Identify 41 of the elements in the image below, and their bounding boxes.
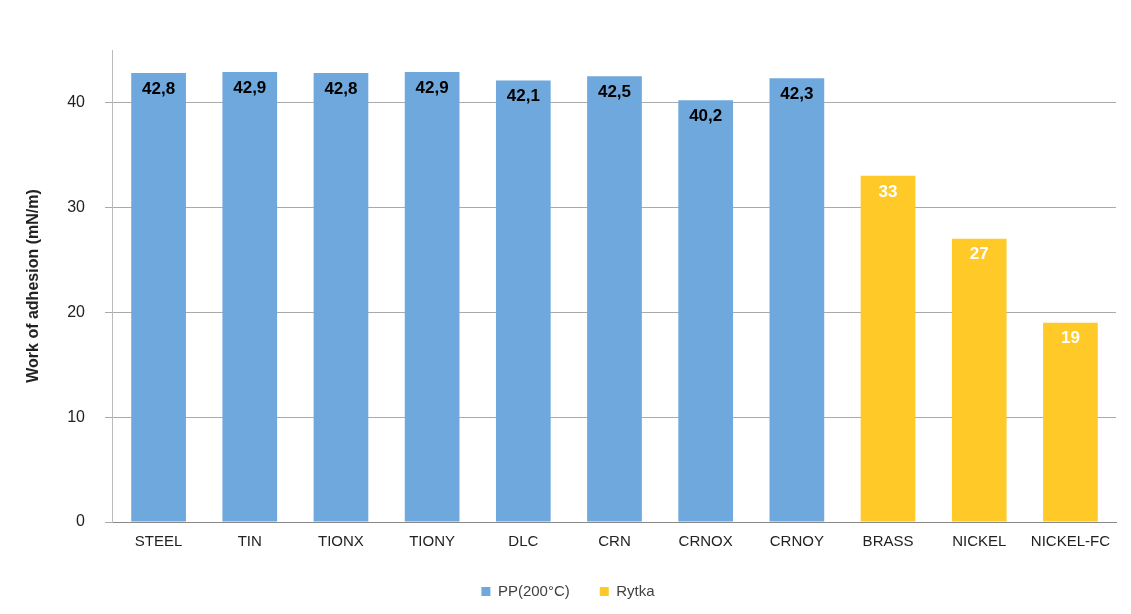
data-label: 19	[1060, 328, 1080, 348]
x-tick-label: CRNOX	[678, 532, 733, 550]
bar	[951, 238, 1007, 522]
x-tick-label: TIONY	[409, 532, 456, 550]
bar	[860, 175, 916, 522]
data-label: 42,8	[142, 78, 176, 98]
bar	[404, 72, 460, 522]
bar	[313, 73, 369, 522]
bar	[587, 76, 642, 522]
data-label: 27	[969, 244, 989, 264]
x-tick-label: NICKEL-FC	[1030, 532, 1111, 550]
x-tick-label: TIN	[237, 532, 262, 550]
y-axis-title: Work of adhesion (mN/m)	[24, 189, 42, 383]
data-label: 42,5	[597, 81, 632, 101]
x-tick-label: CRNOY	[769, 532, 824, 550]
y-tick-label: 20	[67, 302, 86, 320]
x-tick-label: CRN	[598, 532, 631, 550]
bar	[769, 78, 825, 522]
legend-label: Rytka	[616, 581, 656, 599]
x-tick-label: STEEL	[134, 532, 183, 550]
data-label: 42,9	[233, 77, 267, 97]
y-tick-label: 40	[67, 92, 86, 110]
data-label: 42,3	[780, 84, 814, 104]
data-label: 42,9	[415, 77, 449, 97]
x-tick-label: BRASS	[862, 532, 914, 550]
x-tick-label: DLC	[508, 532, 539, 550]
bar	[131, 73, 186, 522]
y-tick-label: 10	[67, 407, 86, 425]
y-tick-label: 0	[76, 512, 86, 530]
x-tick-label: TIONX	[318, 532, 364, 550]
bar	[1043, 322, 1098, 522]
bar	[495, 80, 551, 522]
y-tick-label: 30	[67, 197, 86, 215]
data-label: 42,1	[506, 86, 540, 106]
x-tick-label: NICKEL	[952, 532, 1007, 550]
bar	[678, 100, 734, 522]
data-label: 42,8	[324, 78, 358, 98]
bar	[222, 72, 278, 522]
data-label: 40,2	[689, 106, 723, 126]
legend-label: PP(200°C)	[497, 581, 570, 599]
data-label: 33	[878, 181, 898, 201]
